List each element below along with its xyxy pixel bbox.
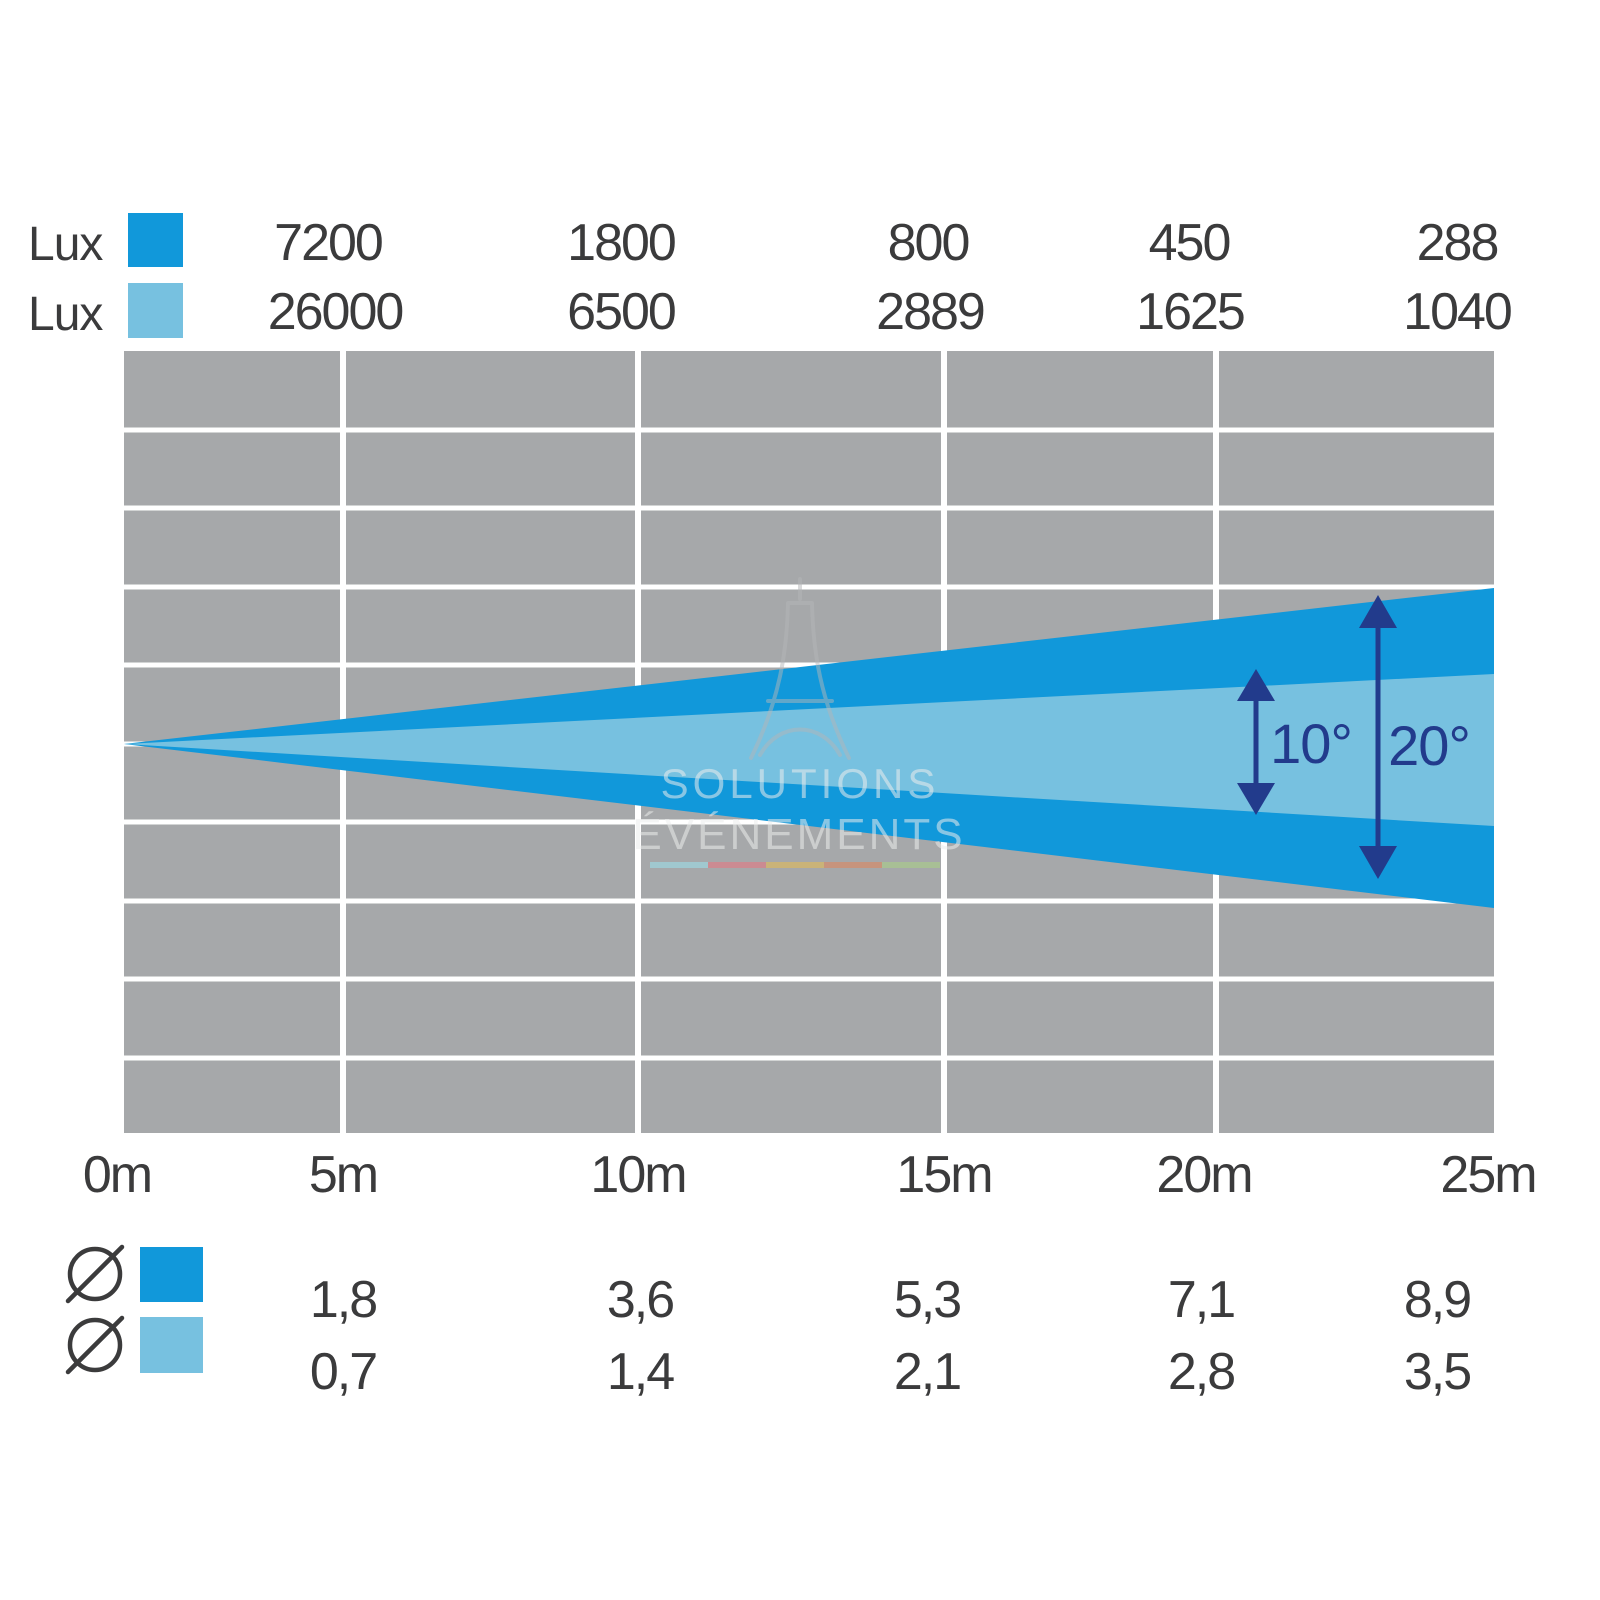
lux-value-10deg-25m: 1040	[1403, 283, 1513, 341]
legend-swatch-10deg-icon	[128, 283, 183, 338]
diameter-value-20deg-5m: 1,8	[309, 1271, 378, 1329]
lux-value-20deg-25m: 288	[1416, 214, 1500, 272]
arrow-10deg-head-down	[1237, 783, 1275, 815]
diameter-swatch-20deg-icon	[140, 1247, 203, 1302]
lux-value-10deg-10m: 6500	[567, 283, 677, 341]
angle-annotations: 10° 20°	[1237, 595, 1471, 879]
angle-label-10deg: 10°	[1270, 712, 1352, 775]
arrow-20deg-head-up	[1359, 595, 1397, 628]
beam-cone-10deg	[124, 674, 1494, 826]
beam-chart: SOLUTIONS ÉVÉNEMENTS 10° 20°	[124, 351, 1494, 1133]
diameter-value-20deg-15m: 5,3	[893, 1271, 962, 1329]
arrow-10deg-head-up	[1237, 669, 1275, 701]
axis-label-10m: 10m	[590, 1146, 687, 1204]
diameter-value-20deg-25m: 8,9	[1403, 1271, 1472, 1329]
lux-value-20deg-10m: 1800	[567, 214, 677, 272]
diameter-icon	[65, 1315, 125, 1375]
lux-value-20deg-5m: 7200	[274, 214, 384, 272]
diameter-swatch-10deg-icon	[140, 1317, 203, 1373]
diameter-value-20deg-20m: 7,1	[1167, 1271, 1236, 1329]
legend-swatch-20deg-icon	[128, 213, 183, 267]
lux-label-narrow-beam: Lux	[28, 288, 103, 341]
lux-value-20deg-15m: 800	[887, 214, 971, 272]
diameter-value-10deg-20m: 2,8	[1167, 1343, 1236, 1401]
lux-value-20deg-20m: 450	[1148, 214, 1232, 272]
axis-label-25m: 25m	[1440, 1146, 1537, 1204]
axis-label-20m: 20m	[1156, 1146, 1253, 1204]
diameter-value-10deg-15m: 2,1	[893, 1343, 962, 1401]
watermark: SOLUTIONS ÉVÉNEMENTS	[632, 577, 965, 868]
lux-label-wide-beam: Lux	[28, 218, 103, 271]
arrow-20deg-head-down	[1359, 846, 1397, 879]
diameter-value-10deg-5m: 0,7	[309, 1343, 378, 1401]
diameter-value-20deg-10m: 3,6	[606, 1271, 675, 1329]
axis-label-5m: 5m	[308, 1146, 379, 1204]
lux-value-10deg-20m: 1625	[1136, 283, 1246, 341]
lux-value-10deg-5m: 26000	[267, 283, 405, 341]
lux-value-10deg-15m: 2889	[876, 283, 986, 341]
watermark-line2: ÉVÉNEMENTS	[632, 810, 965, 859]
watermark-color-bar	[650, 862, 940, 868]
axis-label-15m: 15m	[896, 1146, 993, 1204]
diameter-value-10deg-10m: 1,4	[606, 1343, 675, 1401]
eiffel-tower-icon	[749, 577, 851, 760]
diameter-icon	[65, 1244, 125, 1304]
watermark-line1: SOLUTIONS	[661, 760, 940, 807]
axis-label-0m: 0m	[82, 1146, 153, 1204]
angle-label-20deg: 20°	[1388, 714, 1470, 777]
diameter-value-10deg-25m: 3,5	[1403, 1343, 1472, 1401]
